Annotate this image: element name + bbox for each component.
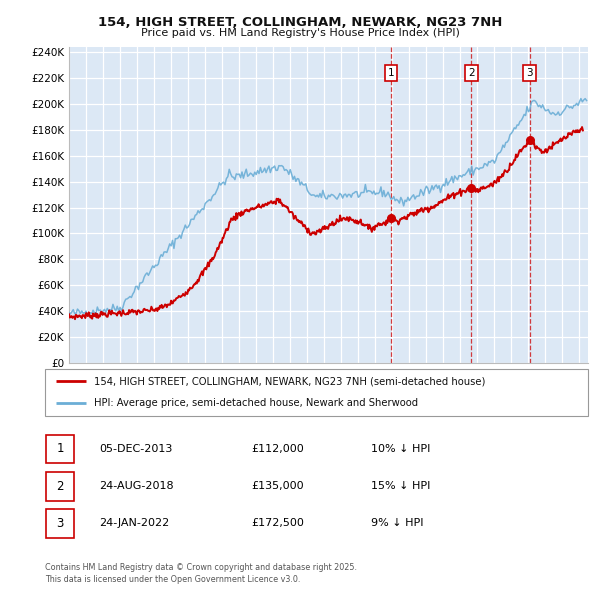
Text: 3: 3 <box>526 68 533 78</box>
Text: £135,000: £135,000 <box>251 481 304 491</box>
Text: 15% ↓ HPI: 15% ↓ HPI <box>371 481 430 491</box>
Text: 154, HIGH STREET, COLLINGHAM, NEWARK, NG23 7NH (semi-detached house): 154, HIGH STREET, COLLINGHAM, NEWARK, NG… <box>94 376 485 386</box>
Text: 24-AUG-2018: 24-AUG-2018 <box>100 481 174 491</box>
Text: 05-DEC-2013: 05-DEC-2013 <box>100 444 173 454</box>
Text: £112,000: £112,000 <box>251 444 304 454</box>
Text: 3: 3 <box>56 517 64 530</box>
FancyBboxPatch shape <box>46 472 74 500</box>
Text: 2: 2 <box>56 480 64 493</box>
Text: 2: 2 <box>468 68 475 78</box>
FancyBboxPatch shape <box>45 369 588 416</box>
Text: 1: 1 <box>388 68 394 78</box>
Text: £172,500: £172,500 <box>251 519 304 528</box>
Text: 10% ↓ HPI: 10% ↓ HPI <box>371 444 430 454</box>
FancyBboxPatch shape <box>46 435 74 463</box>
Text: HPI: Average price, semi-detached house, Newark and Sherwood: HPI: Average price, semi-detached house,… <box>94 398 418 408</box>
Text: Contains HM Land Registry data © Crown copyright and database right 2025.
This d: Contains HM Land Registry data © Crown c… <box>45 563 357 584</box>
Text: 24-JAN-2022: 24-JAN-2022 <box>100 519 170 528</box>
Text: 1: 1 <box>56 442 64 455</box>
Text: 9% ↓ HPI: 9% ↓ HPI <box>371 519 424 528</box>
Text: 154, HIGH STREET, COLLINGHAM, NEWARK, NG23 7NH: 154, HIGH STREET, COLLINGHAM, NEWARK, NG… <box>98 16 502 29</box>
FancyBboxPatch shape <box>46 509 74 537</box>
Text: Price paid vs. HM Land Registry's House Price Index (HPI): Price paid vs. HM Land Registry's House … <box>140 28 460 38</box>
